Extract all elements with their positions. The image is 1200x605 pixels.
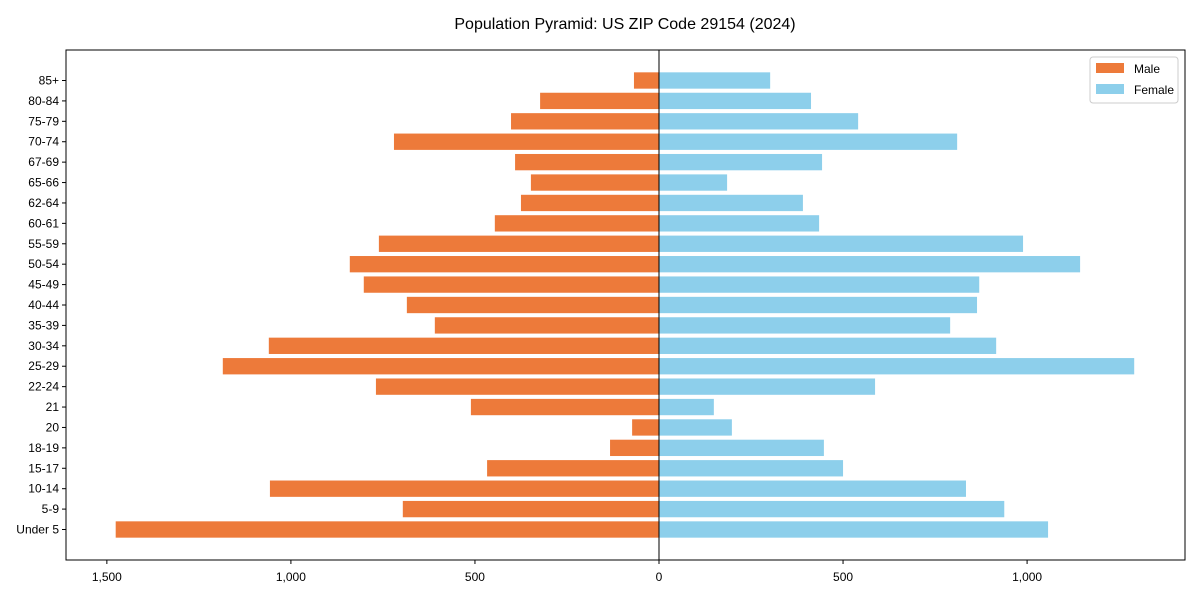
y-tick-label: 25-29: [28, 359, 59, 373]
bar-female-15-17: [658, 460, 844, 477]
y-tick-label: 67-69: [28, 155, 59, 169]
bar-male-50-54: [349, 256, 659, 273]
x-tick-label: 1,000: [1012, 570, 1042, 584]
bar-male-80-84: [540, 92, 659, 110]
y-tick-label: 20: [46, 420, 60, 434]
y-tick-label: 30-34: [28, 339, 59, 353]
bar-female-20: [658, 419, 732, 436]
bar-male-70-74: [393, 133, 659, 150]
bar-male-65-66: [530, 174, 659, 191]
bar-male-15-17: [487, 460, 659, 477]
bar-female-10-14: [658, 480, 966, 497]
bar-male-21: [470, 398, 659, 416]
bar-male-45-49: [363, 276, 659, 293]
bar-female-21: [658, 398, 714, 416]
bar-female-35-39: [658, 317, 951, 334]
bar-male-18-19: [610, 439, 659, 457]
bar-female-Under 5: [658, 521, 1049, 538]
bar-female-62-64: [658, 194, 803, 212]
y-tick-label: 18-19: [28, 441, 59, 455]
y-tick-label: 80-84: [28, 94, 59, 108]
bar-female-25-29: [658, 358, 1135, 375]
bar-male-75-79: [511, 113, 659, 130]
bar-female-85+: [658, 72, 771, 89]
y-tick-label: 50-54: [28, 257, 59, 271]
legend-swatch-male: [1096, 63, 1124, 73]
y-tick-label: 45-49: [28, 278, 59, 292]
bar-male-60-61: [494, 215, 659, 232]
y-tick-label: 40-44: [28, 298, 59, 312]
x-tick-label: 500: [465, 570, 485, 584]
bar-male-20: [632, 419, 659, 436]
bar-female-5-9: [658, 500, 1005, 518]
bar-male-30-34: [268, 337, 659, 354]
y-tick-label: 75-79: [28, 114, 59, 128]
y-tick-label: 65-66: [28, 176, 59, 190]
y-tick-label: 62-64: [28, 196, 59, 210]
bar-male-62-64: [520, 194, 659, 212]
bar-male-67-69: [515, 153, 659, 171]
legend-label-female: Female: [1134, 83, 1174, 97]
bar-female-60-61: [658, 215, 820, 232]
legend-swatch-female: [1096, 84, 1124, 94]
plot-frame: [65, 49, 1186, 561]
y-tick-label: 22-24: [28, 380, 59, 394]
y-tick-label: 55-59: [28, 237, 59, 251]
bar-male-40-44: [406, 296, 659, 314]
y-tick-label: 35-39: [28, 318, 59, 332]
bar-male-22-24: [375, 378, 659, 395]
bar-female-50-54: [658, 256, 1081, 273]
bar-female-40-44: [658, 296, 978, 314]
bar-female-65-66: [658, 174, 728, 191]
bar-male-85+: [633, 72, 659, 89]
bar-female-67-69: [658, 153, 823, 171]
y-tick-label: 70-74: [28, 135, 59, 149]
bar-male-35-39: [434, 317, 659, 334]
y-tick-label: Under 5: [16, 523, 59, 537]
bar-male-55-59: [378, 235, 659, 252]
y-tick-label: 85+: [39, 74, 59, 88]
bar-female-55-59: [658, 235, 1024, 252]
bar-female-70-74: [658, 133, 958, 150]
bar-female-45-49: [658, 276, 980, 293]
bar-female-75-79: [658, 113, 859, 130]
y-tick-label: 60-61: [28, 216, 59, 230]
y-tick-label: 5-9: [42, 502, 60, 516]
bar-male-25-29: [222, 358, 659, 375]
y-tick-label: 21: [46, 400, 60, 414]
chart-title: Population Pyramid: US ZIP Code 29154 (2…: [454, 16, 795, 33]
legend: Male Female: [1089, 56, 1179, 104]
bar-female-18-19: [658, 439, 824, 457]
bar-male-5-9: [402, 500, 659, 518]
bar-female-80-84: [658, 92, 812, 110]
x-tick-label: 1,500: [92, 570, 122, 584]
y-tick-label: 10-14: [28, 482, 59, 496]
bar-female-22-24: [658, 378, 876, 395]
bar-male-Under 5: [115, 521, 659, 538]
x-tick-label: 1,000: [276, 570, 306, 584]
y-tick-label: 15-17: [28, 461, 59, 475]
legend-label-male: Male: [1134, 62, 1160, 76]
x-tick-label: 0: [656, 570, 663, 584]
x-tick-label: 500: [833, 570, 853, 584]
bar-female-30-34: [658, 337, 997, 354]
bar-male-10-14: [269, 480, 659, 497]
